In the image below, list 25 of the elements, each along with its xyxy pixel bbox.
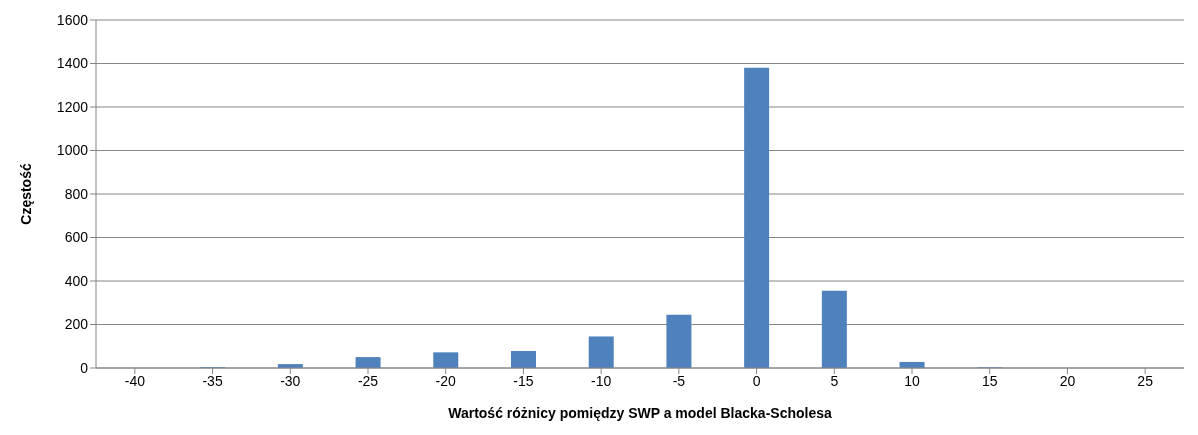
y-tick-label: 1000 [56, 142, 89, 159]
y-tick-label: 200 [64, 316, 89, 333]
x-tick-label: -10 [591, 372, 612, 389]
x-tick-label: 25 [1137, 372, 1154, 389]
x-tick-label: 0 [752, 372, 761, 389]
x-tick-label: 15 [981, 372, 998, 389]
x-tick-label: 10 [904, 372, 920, 389]
y-tick-label: 600 [64, 229, 89, 246]
y-axis-title: Częstość [17, 163, 34, 225]
x-axis-title: Wartość różnicy pomiędzy SWP a model Blacka-Scholesa [448, 405, 832, 421]
x-tick-label: -35 [202, 372, 223, 389]
x-tick-label: 5 [830, 372, 839, 389]
x-tick-label: 20 [1059, 372, 1076, 389]
x-tick-label: -40 [124, 372, 146, 389]
x-tick-label: -25 [357, 372, 379, 389]
y-tick-label: 1200 [56, 98, 89, 115]
x-tick-label: -30 [280, 372, 301, 389]
y-tick-label: 1400 [56, 55, 89, 72]
x-tick-label: -20 [435, 372, 457, 389]
x-tick-label: -15 [513, 372, 534, 389]
y-tick-label: 400 [64, 272, 89, 289]
x-tick-label: -5 [672, 372, 686, 389]
y-tick-label: 800 [64, 185, 89, 202]
y-tick-label: 1600 [56, 11, 89, 28]
y-tick-label: 0 [80, 359, 89, 376]
